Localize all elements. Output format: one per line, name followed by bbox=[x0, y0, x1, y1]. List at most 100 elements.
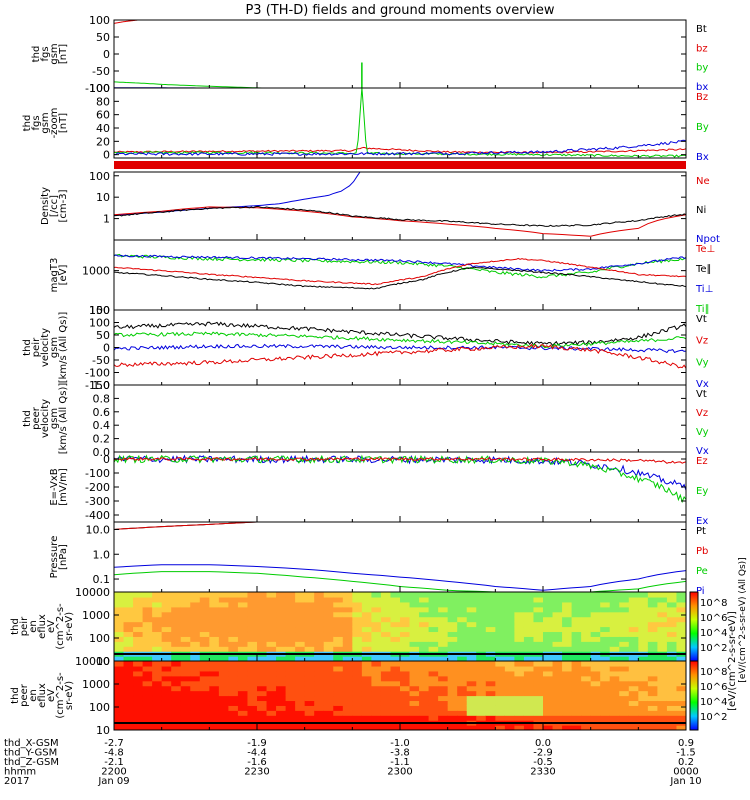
heatmap-cell bbox=[209, 710, 220, 716]
heatmap-cell bbox=[590, 656, 601, 661]
ytick-label: 40 bbox=[96, 122, 110, 135]
heatmap-cell bbox=[552, 596, 563, 603]
heatmap-cell bbox=[285, 646, 296, 652]
heatmap-cell bbox=[409, 631, 420, 637]
heatmap-cell bbox=[190, 690, 201, 697]
heatmap-cell bbox=[190, 675, 201, 682]
heatmap-cell bbox=[476, 700, 487, 706]
heatmap-cell bbox=[447, 700, 458, 706]
heatmap-cell bbox=[209, 725, 220, 730]
heatmap-cell bbox=[257, 592, 268, 598]
ion-fill-band bbox=[114, 722, 686, 724]
heatmap-cell bbox=[276, 641, 287, 647]
heatmap-cell bbox=[180, 656, 191, 661]
heatmap-cell bbox=[218, 641, 229, 647]
ytick-label: 60 bbox=[96, 109, 110, 122]
heatmap-cell bbox=[161, 596, 172, 603]
heatmap-cell bbox=[247, 725, 258, 730]
heatmap-cell bbox=[447, 596, 458, 603]
heatmap-cell bbox=[676, 636, 686, 642]
heatmap-cell bbox=[647, 675, 658, 682]
heatmap-cell bbox=[466, 700, 477, 706]
heatmap-cell bbox=[257, 611, 268, 618]
ytick-label: 1000 bbox=[82, 678, 110, 691]
heatmap-cell bbox=[409, 641, 420, 647]
heatmap-cell bbox=[466, 621, 477, 628]
heatmap-cell bbox=[619, 616, 630, 623]
heatmap-cell bbox=[237, 606, 249, 613]
heatmap-cell bbox=[533, 700, 544, 706]
heatmap-cell bbox=[638, 675, 649, 682]
heatmap-cell bbox=[533, 621, 544, 628]
panel-frame bbox=[113, 19, 687, 89]
heatmap-cell bbox=[571, 661, 582, 667]
heatmap-cell bbox=[600, 631, 611, 637]
heatmap-cell bbox=[485, 705, 496, 711]
heatmap-cell bbox=[190, 725, 201, 730]
heatmap-cell bbox=[218, 690, 229, 697]
heatmap-cell bbox=[237, 636, 249, 642]
heatmap-cell bbox=[590, 611, 601, 618]
heatmap-cell bbox=[552, 675, 563, 682]
heatmap-cell bbox=[619, 611, 630, 618]
heatmap-cell bbox=[533, 661, 544, 667]
heatmap-cell bbox=[514, 675, 525, 682]
heatmap-cell bbox=[571, 700, 582, 706]
heatmap-cell bbox=[371, 675, 382, 682]
heatmap-cell bbox=[457, 641, 468, 647]
heatmap-cell bbox=[628, 685, 639, 692]
heatmap-cell bbox=[438, 606, 449, 613]
ylabel-line: [/cc] bbox=[49, 195, 60, 217]
heatmap-cell bbox=[495, 725, 506, 730]
heatmap-cell bbox=[666, 596, 678, 603]
heatmap-cell bbox=[266, 700, 277, 706]
footer-value: 0.9 bbox=[678, 738, 694, 749]
heatmap-cell bbox=[257, 616, 268, 623]
heatmap-cell bbox=[247, 710, 258, 716]
heatmap-cell bbox=[276, 725, 287, 730]
heatmap-cell bbox=[600, 601, 611, 608]
heatmap-cell bbox=[209, 670, 220, 677]
heatmap-cell bbox=[409, 611, 420, 618]
ytick-label: 20 bbox=[96, 135, 110, 148]
heatmap-cell bbox=[543, 710, 554, 716]
heatmap-cell bbox=[552, 611, 563, 618]
heatmap-cell bbox=[333, 626, 344, 633]
ytick-label: 100 bbox=[89, 304, 110, 317]
heatmap-cell bbox=[361, 670, 372, 677]
ylabel-line: (cm^2-s- bbox=[55, 603, 66, 650]
heatmap-cell bbox=[152, 616, 163, 623]
heatmap-cell bbox=[276, 705, 287, 711]
heatmap-cell bbox=[495, 631, 506, 637]
heatmap-cell bbox=[285, 680, 296, 687]
heatmap-cell bbox=[438, 715, 449, 721]
heatmap-cell bbox=[314, 680, 325, 687]
footer-row-label: thd_Y-GSM bbox=[4, 748, 57, 759]
heatmap-cell bbox=[638, 592, 649, 598]
heatmap-cell bbox=[161, 641, 172, 647]
heatmap-cell bbox=[400, 656, 411, 661]
series-Ti∥ bbox=[114, 253, 686, 279]
heatmap-cell bbox=[447, 675, 458, 682]
heatmap-cell bbox=[495, 690, 506, 697]
heatmap-cell bbox=[380, 646, 392, 652]
heatmap-cell bbox=[657, 631, 668, 637]
heatmap-cell bbox=[609, 636, 620, 642]
heatmap-cell bbox=[447, 592, 458, 598]
footer-value: -3.8 bbox=[390, 748, 410, 759]
heatmap-cell bbox=[323, 675, 334, 682]
heatmap-cell bbox=[247, 685, 258, 692]
heatmap-cell bbox=[237, 725, 249, 730]
heatmap-cell bbox=[257, 641, 268, 647]
heatmap-cell bbox=[409, 700, 420, 706]
heatmap-cell bbox=[323, 611, 334, 618]
heatmap-cell bbox=[199, 621, 210, 628]
heatmap-cell bbox=[428, 626, 439, 633]
heatmap-cell bbox=[447, 641, 458, 647]
heatmap-cell bbox=[638, 626, 649, 633]
heatmap-cell bbox=[676, 626, 686, 633]
heatmap-cell bbox=[581, 616, 592, 623]
heatmap-cell bbox=[257, 690, 268, 697]
heatmap-cell bbox=[400, 695, 411, 702]
heatmap-cell bbox=[438, 680, 449, 687]
